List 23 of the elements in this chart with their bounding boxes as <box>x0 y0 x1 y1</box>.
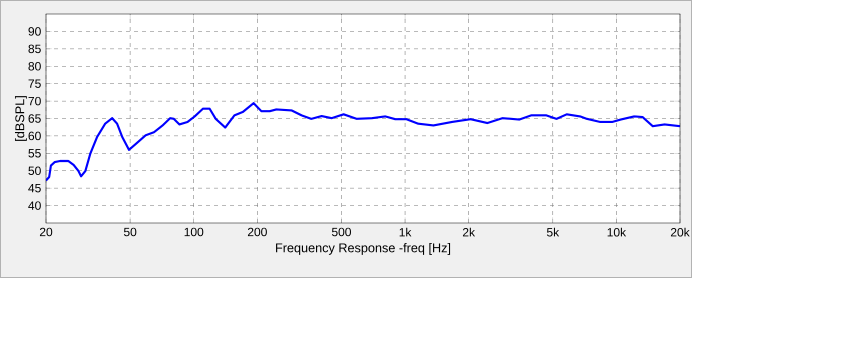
y-axis-title: [dBSPL] <box>14 96 27 141</box>
y-tick-label: 75 <box>28 79 41 88</box>
y-tick-label: 50 <box>28 166 41 176</box>
x-axis-title: Frequency Response -freq [Hz] <box>276 243 450 255</box>
y-tick-label: 70 <box>28 96 41 106</box>
y-tick-label: 80 <box>28 62 41 71</box>
x-tick-label: 20k <box>670 228 690 237</box>
x-tick-label: 1k <box>400 228 412 236</box>
x-tick-label: 50 <box>124 228 136 236</box>
x-tick-label: 200 <box>248 228 267 236</box>
y-tick-label: 85 <box>28 44 41 54</box>
x-tick-label: 500 <box>332 228 351 236</box>
y-tick-label: 65 <box>28 114 41 123</box>
x-tick-label: 100 <box>184 228 204 236</box>
y-tick-label: 45 <box>28 184 41 192</box>
x-tick-label: 2k <box>462 228 476 236</box>
x-tick-label: 5k <box>546 228 560 237</box>
x-tick-label: 20 <box>40 228 52 236</box>
y-tick-label: 60 <box>28 132 41 140</box>
y-tick-label: 90 <box>28 27 41 36</box>
y-tick-label: 55 <box>28 149 41 158</box>
y-tick-label: 40 <box>28 201 41 210</box>
x-tick-label: 10k <box>608 228 626 237</box>
